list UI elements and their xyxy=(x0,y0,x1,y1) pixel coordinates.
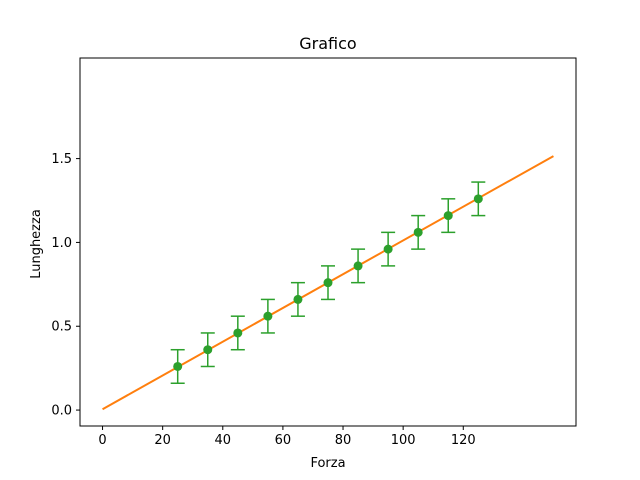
errorbar-point-3 xyxy=(260,298,275,334)
data-point xyxy=(323,278,333,288)
errorbar-point-6 xyxy=(351,248,366,284)
errorbar-point-8 xyxy=(411,214,426,250)
plot-area xyxy=(80,58,576,426)
x-tick-label: 80 xyxy=(335,433,352,448)
errorbar-point-7 xyxy=(381,231,396,267)
data-point xyxy=(473,194,483,204)
errorbar-point-9 xyxy=(441,198,456,234)
data-point xyxy=(203,345,213,355)
errorbar-point-10 xyxy=(471,181,486,217)
data-point xyxy=(413,227,423,237)
chart-title: Grafico xyxy=(299,34,356,53)
y-tick-label: 0.0 xyxy=(51,404,72,419)
data-point xyxy=(383,244,393,254)
data-point xyxy=(293,294,303,304)
x-axis-label: Forza xyxy=(310,456,345,471)
errorbar-point-5 xyxy=(321,265,335,301)
x-tick-label: 40 xyxy=(215,433,232,448)
marks-layer xyxy=(102,155,554,411)
errorbar-point-4 xyxy=(290,281,305,317)
x-tick-label: 100 xyxy=(391,433,416,448)
x-tick-label: 120 xyxy=(451,433,476,448)
x-tick-label: 20 xyxy=(154,433,171,448)
axes-layer: 0 20 40 60 80 100 120 0.0 0.5 1.0 1.5 xyxy=(51,57,577,448)
x-tick-label: 60 xyxy=(275,433,292,448)
errorbar-point-0 xyxy=(170,348,185,384)
y-tick-label: 1.0 xyxy=(51,236,72,251)
plot-layer xyxy=(80,58,576,426)
y-axis-label: Lunghezza xyxy=(29,209,44,279)
errorbar-point-1 xyxy=(200,332,215,368)
x-tick-label: 0 xyxy=(98,433,106,448)
y-tick-label: 1.5 xyxy=(51,152,72,167)
errorbar-point-2 xyxy=(230,315,245,351)
data-point xyxy=(173,361,183,371)
data-point xyxy=(263,311,273,321)
data-point xyxy=(233,328,243,338)
data-point xyxy=(353,261,363,271)
y-tick-label: 0.5 xyxy=(51,320,72,335)
data-point xyxy=(443,211,453,221)
